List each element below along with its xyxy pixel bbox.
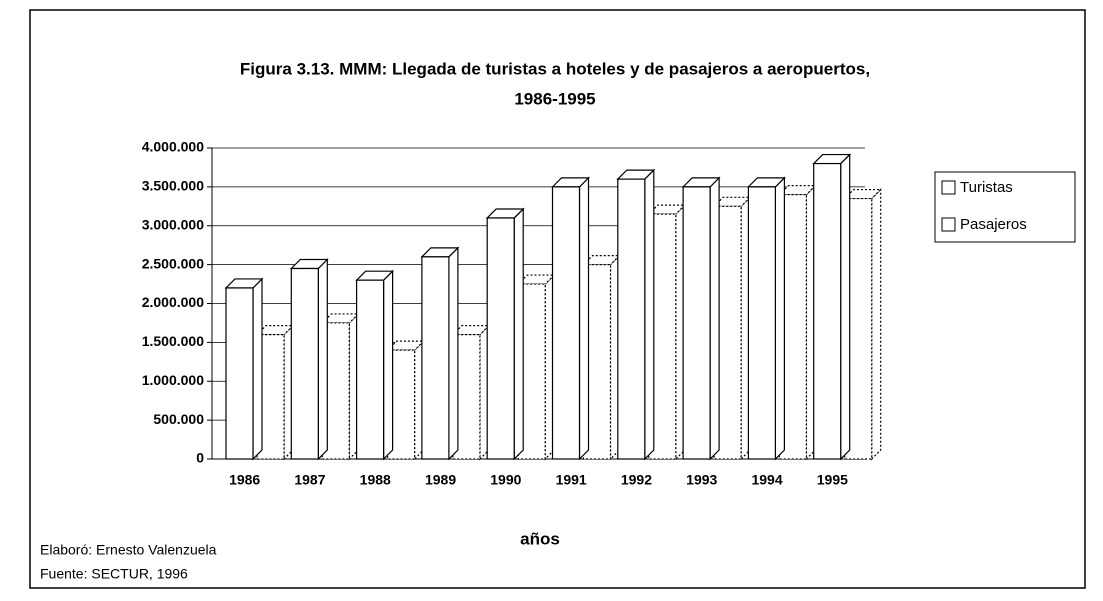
bar-side bbox=[774, 176, 786, 461]
y-tick-label: 4.000.000 bbox=[142, 139, 204, 155]
chart-frame bbox=[29, 9, 1086, 589]
legend-label: Pasajeros bbox=[960, 216, 1027, 233]
chart-subtitle: 1986-1995 bbox=[514, 89, 595, 108]
bar-side bbox=[871, 188, 882, 461]
x-tick-label: 1988 bbox=[360, 472, 391, 488]
y-tick-label: 1.500.000 bbox=[142, 333, 204, 349]
x-tick-label: 1993 bbox=[686, 472, 717, 488]
y-tick-label: 3.500.000 bbox=[142, 178, 204, 194]
y-tick-label: 2.500.000 bbox=[142, 255, 204, 271]
bar-side bbox=[317, 258, 328, 461]
x-tick-label: 1986 bbox=[229, 472, 260, 488]
bar bbox=[747, 186, 777, 460]
bar bbox=[617, 178, 646, 460]
bar-side bbox=[383, 269, 394, 461]
y-tick-label: 1.000.000 bbox=[142, 372, 204, 388]
bar bbox=[551, 186, 581, 460]
bar bbox=[813, 162, 842, 460]
bar bbox=[421, 256, 450, 460]
y-tick-label: 2.000.000 bbox=[142, 294, 204, 310]
x-tick-label: 1990 bbox=[490, 472, 521, 488]
x-tick-label: 1994 bbox=[751, 472, 782, 488]
x-tick-label: 1995 bbox=[817, 472, 848, 488]
x-tick-label: 1992 bbox=[621, 472, 652, 488]
bar-side bbox=[513, 207, 524, 461]
bar-side bbox=[709, 176, 720, 461]
chart-title: Figura 3.13. MMM: Llegada de turistas a … bbox=[240, 59, 870, 78]
bar-side bbox=[252, 277, 263, 461]
bar bbox=[682, 186, 711, 460]
bar-side bbox=[448, 246, 459, 461]
note: Elaboró: Ernesto Valenzuela bbox=[40, 542, 217, 558]
legend-swatch bbox=[941, 180, 956, 195]
x-tick-label: 1987 bbox=[294, 472, 325, 488]
bar-side bbox=[578, 176, 590, 461]
bar bbox=[356, 279, 385, 460]
y-tick-label: 500.000 bbox=[153, 411, 204, 427]
bar bbox=[290, 267, 319, 460]
x-tick-label: 1991 bbox=[556, 472, 587, 488]
y-tick-label: 3.000.000 bbox=[142, 216, 204, 232]
bar bbox=[225, 287, 254, 460]
bar-side bbox=[840, 153, 851, 461]
note: Fuente: SECTUR, 1996 bbox=[40, 566, 188, 582]
legend-swatch bbox=[941, 217, 956, 232]
x-tick-label: 1989 bbox=[425, 472, 456, 488]
x-axis-label: años bbox=[520, 529, 560, 548]
bar-side bbox=[644, 168, 655, 461]
bar bbox=[486, 217, 515, 460]
legend-frame bbox=[934, 171, 1076, 243]
y-tick-label: 0 bbox=[196, 450, 204, 466]
legend-label: Turistas bbox=[960, 179, 1013, 196]
